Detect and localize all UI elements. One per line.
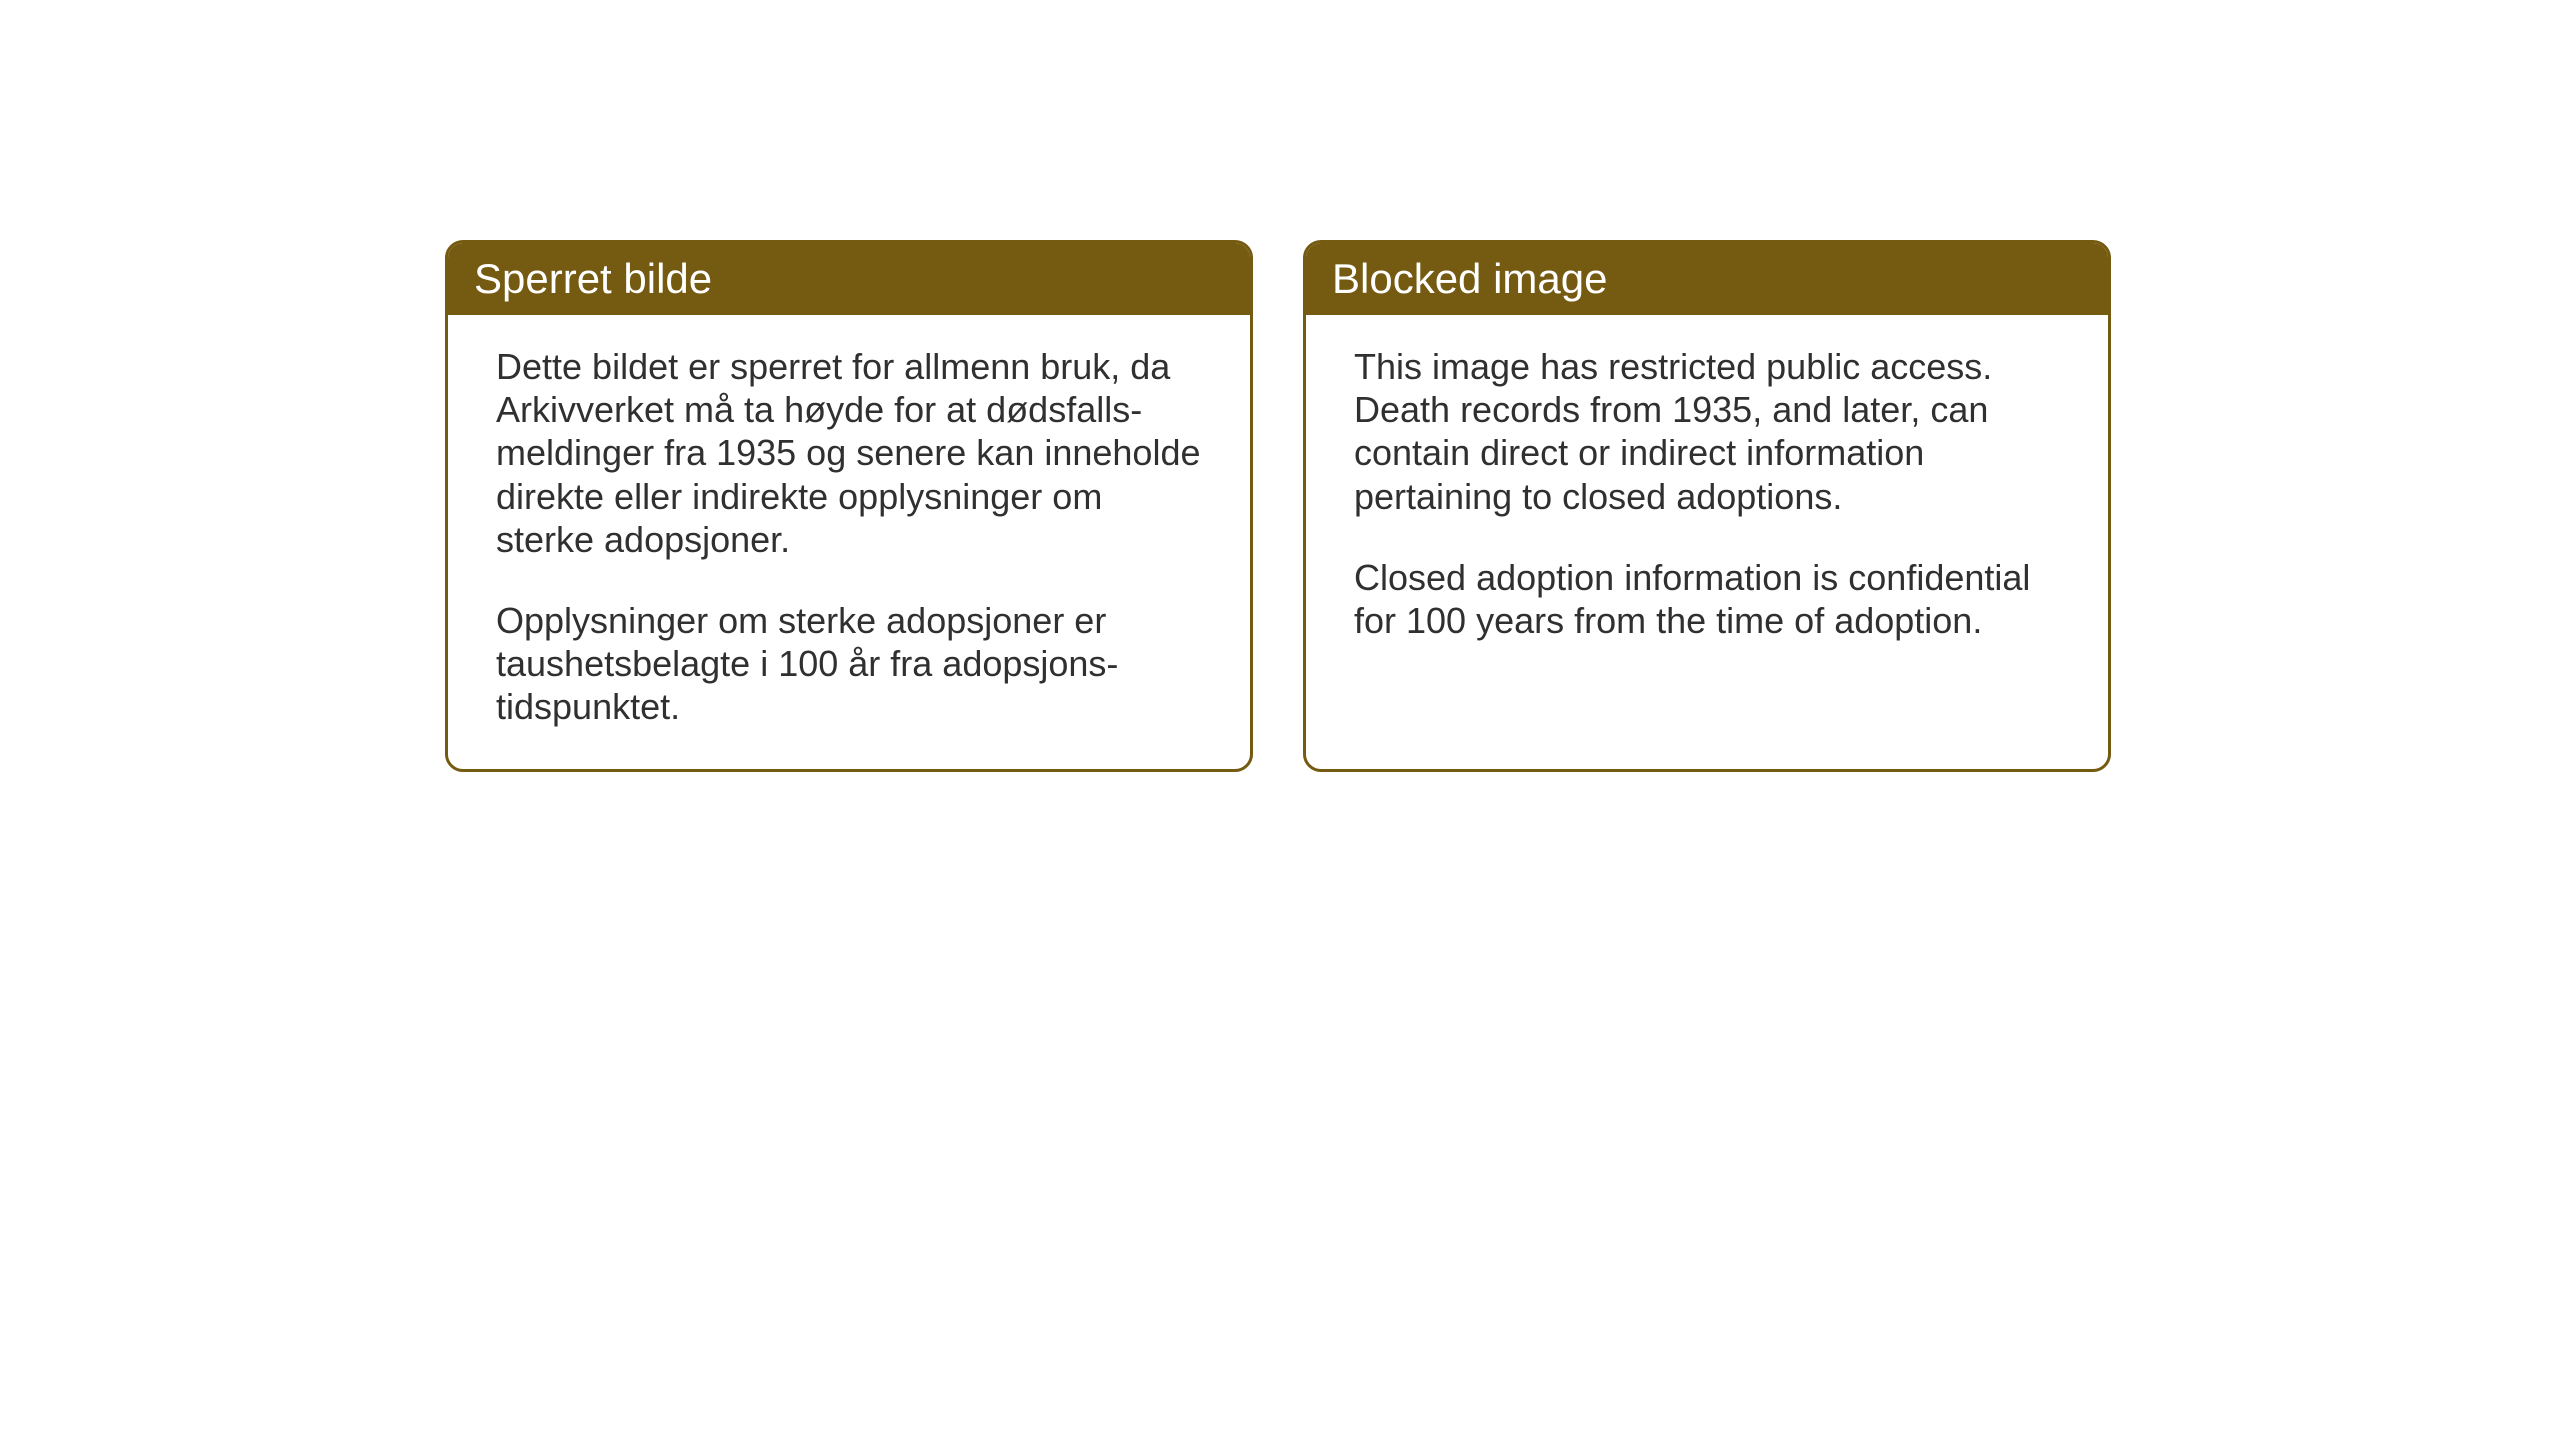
card-paragraph-2-english: Closed adoption information is confident… bbox=[1354, 556, 2060, 642]
card-header-english: Blocked image bbox=[1306, 243, 2108, 315]
notice-card-norwegian: Sperret bilde Dette bildet er sperret fo… bbox=[445, 240, 1253, 772]
notice-card-english: Blocked image This image has restricted … bbox=[1303, 240, 2111, 772]
card-paragraph-1-norwegian: Dette bildet er sperret for allmenn bruk… bbox=[496, 345, 1202, 561]
card-body-english: This image has restricted public access.… bbox=[1306, 315, 2108, 682]
card-header-norwegian: Sperret bilde bbox=[448, 243, 1250, 315]
card-title-norwegian: Sperret bilde bbox=[474, 255, 712, 302]
notice-container: Sperret bilde Dette bildet er sperret fo… bbox=[445, 240, 2111, 772]
card-paragraph-1-english: This image has restricted public access.… bbox=[1354, 345, 2060, 518]
card-body-norwegian: Dette bildet er sperret for allmenn bruk… bbox=[448, 315, 1250, 769]
card-title-english: Blocked image bbox=[1332, 255, 1607, 302]
card-paragraph-2-norwegian: Opplysninger om sterke adopsjoner er tau… bbox=[496, 599, 1202, 729]
